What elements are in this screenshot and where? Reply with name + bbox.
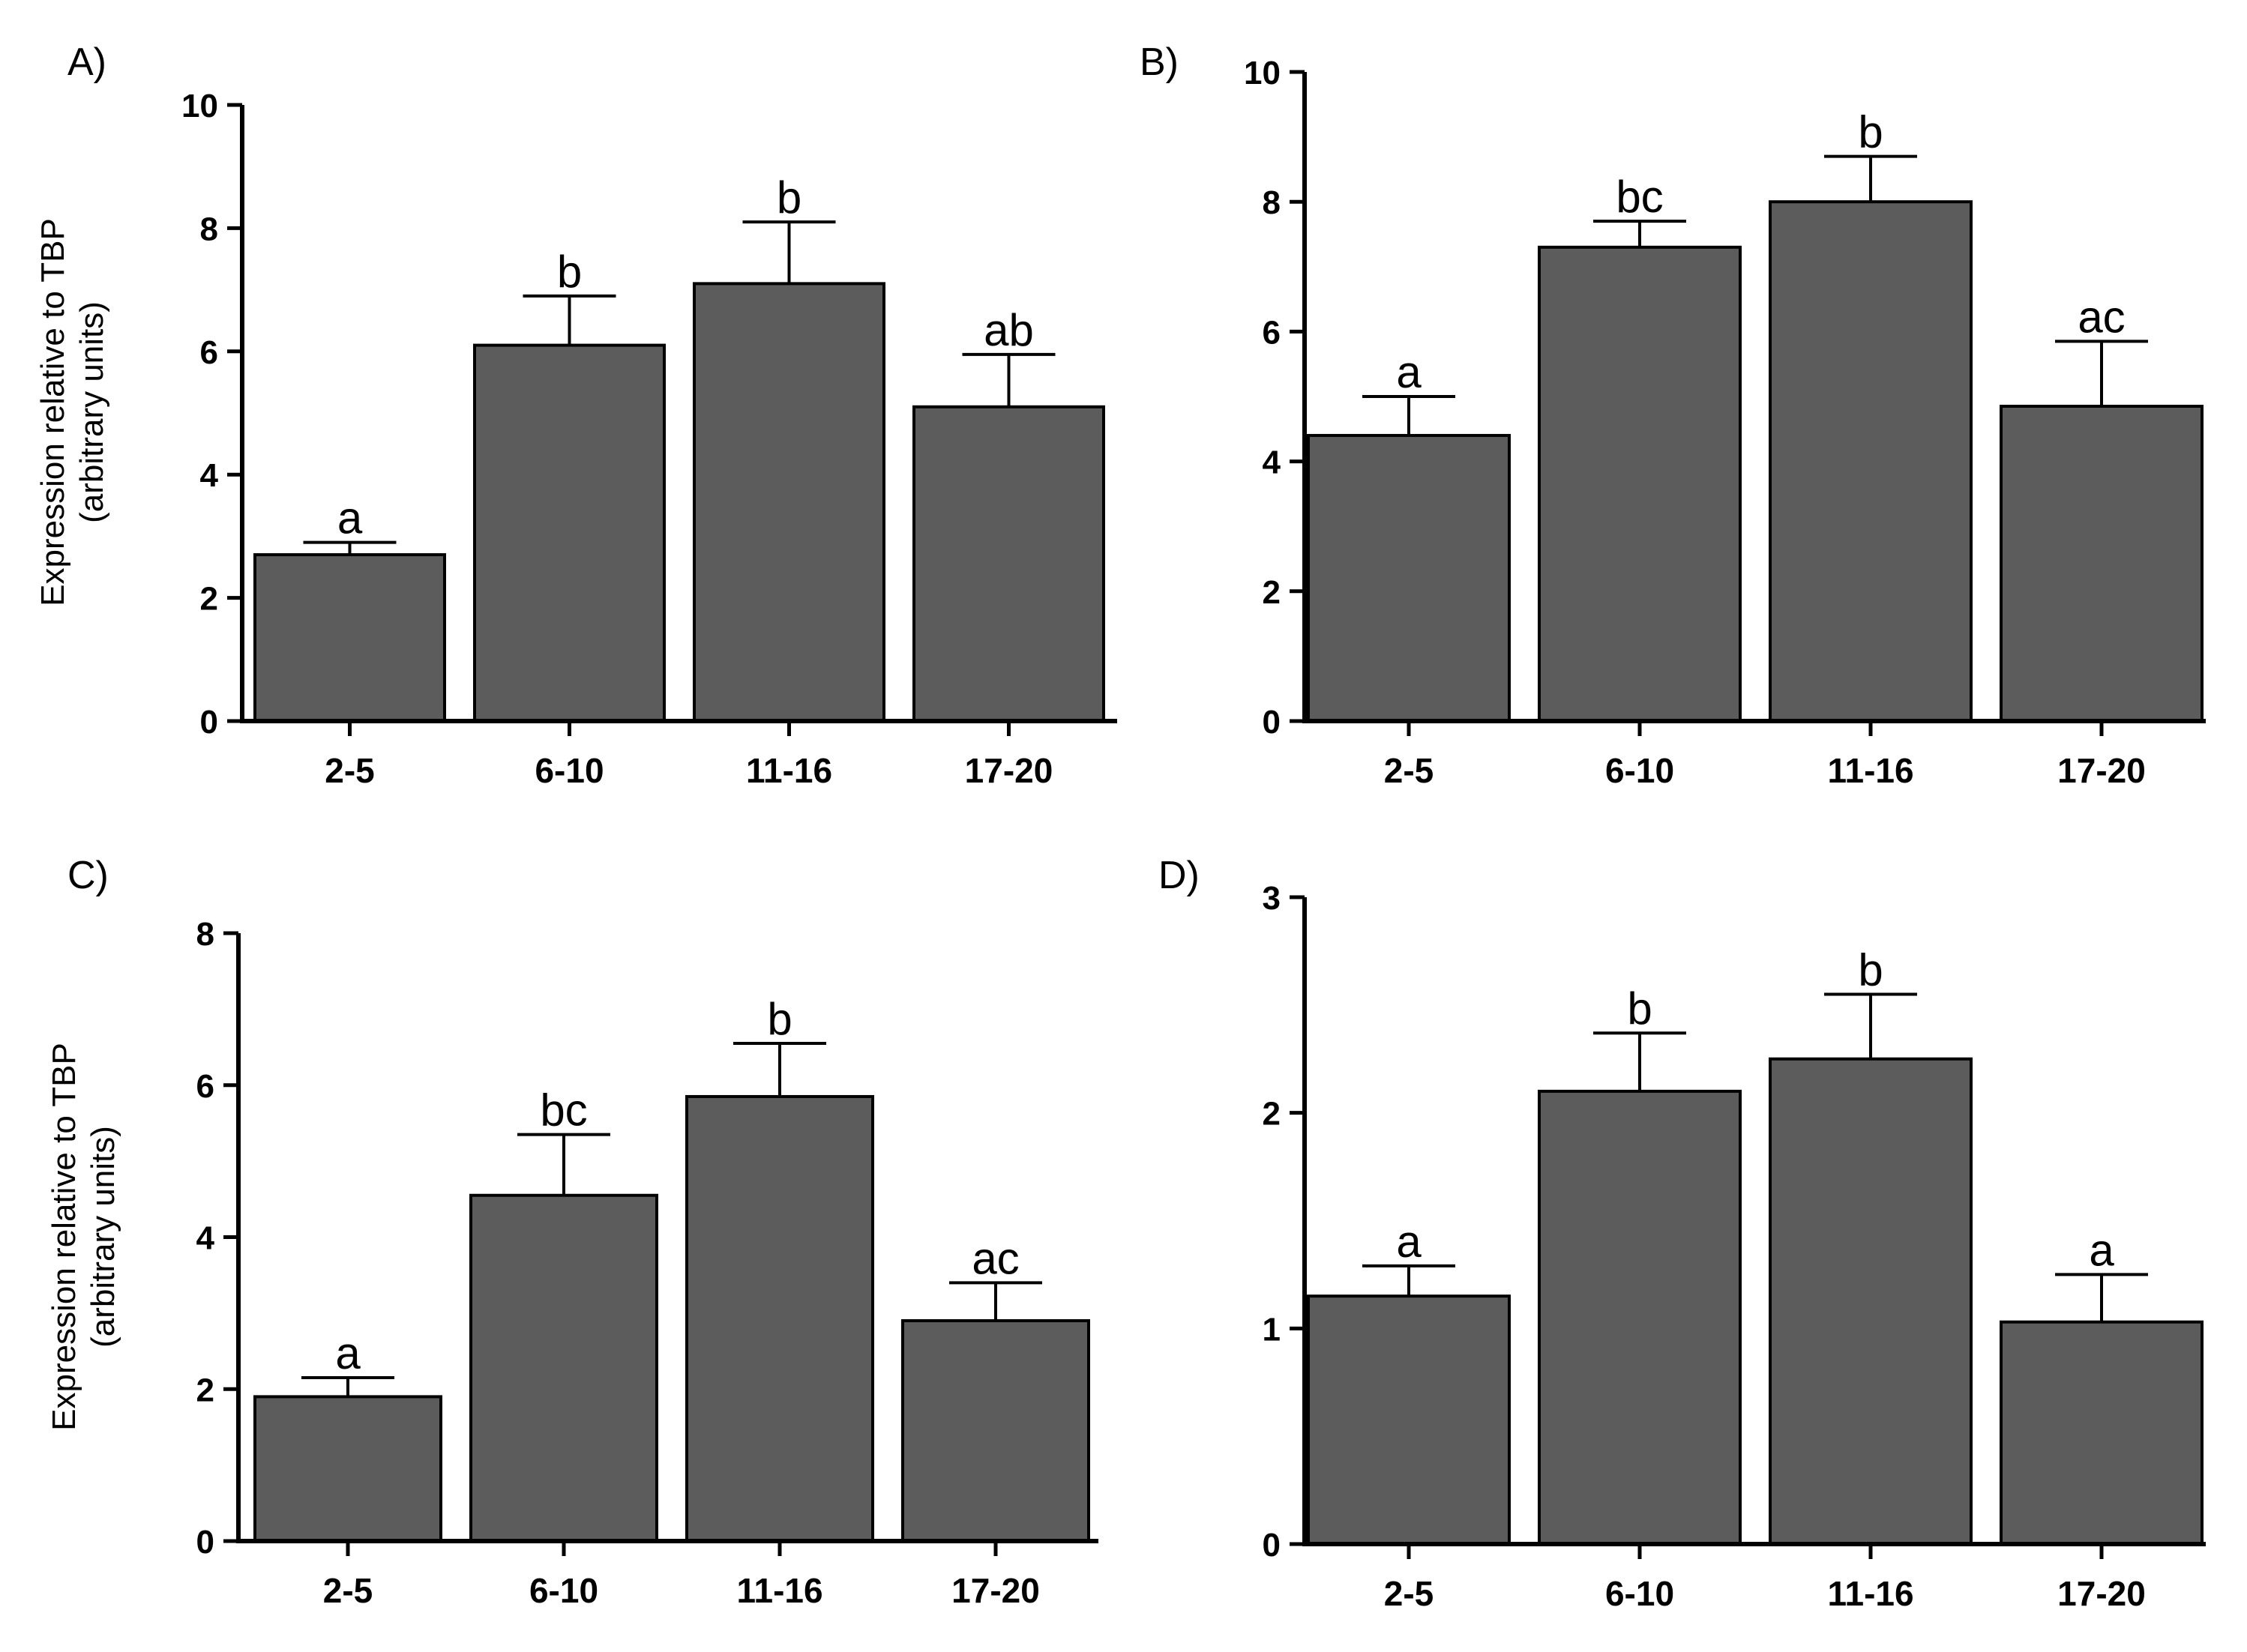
significance-label: a [1396, 347, 1422, 397]
chart-panel-3: C) Expression relative to TBP (arbitrary u… [46, 854, 1098, 1610]
bar-17-20 [912, 405, 1105, 723]
significance-label: ab [984, 305, 1034, 355]
significance-label: a [337, 493, 363, 543]
x-tick-label: 11-16 [746, 751, 832, 790]
panel-label: C) [67, 854, 109, 897]
x-tick-label: 17-20 [951, 1571, 1040, 1610]
bar-2-5 [253, 553, 446, 723]
bar-2-5 [1307, 433, 1511, 723]
significance-label: b [1858, 107, 1883, 157]
y-tick-label: 4 [200, 457, 219, 494]
y-tick-label: 2 [196, 1372, 214, 1408]
y-tick-label: 1 [1263, 1311, 1281, 1348]
significance-label: bc [540, 1085, 587, 1136]
y-tick-label: 0 [1263, 704, 1281, 741]
y-tick-label: 2 [200, 581, 218, 618]
y-axis-label: Expression relative to TBP [46, 1043, 82, 1431]
y-tick-label: 8 [196, 916, 214, 953]
y-tick-label: 6 [196, 1068, 214, 1105]
y-tick-label: 2 [1263, 1096, 1281, 1133]
significance-label: ac [972, 1233, 1019, 1283]
x-tick-label: 17-20 [2057, 1574, 2146, 1613]
x-tick-label: 6-10 [529, 1571, 598, 1610]
bar-6-10 [469, 1193, 658, 1543]
x-tick-label: 2-5 [325, 751, 374, 790]
bar-11-16 [1769, 1057, 1973, 1546]
y-axis-label: Expression relative to TBP [34, 218, 71, 606]
y-tick-label: 10 [181, 88, 218, 124]
x-tick-label: 11-16 [1827, 751, 1913, 790]
y-tick-label: 4 [1263, 444, 1281, 481]
significance-label: b [777, 172, 801, 223]
x-tick-label: 2-5 [323, 1571, 373, 1610]
panel-label: A) [67, 40, 106, 84]
x-tick-label: 2-5 [1384, 751, 1434, 790]
significance-label: ac [2078, 292, 2125, 342]
y-tick-label: 8 [1263, 184, 1281, 221]
significance-label: a [2089, 1225, 2114, 1275]
significance-label: bc [1616, 172, 1663, 222]
x-tick-label: 6-10 [1605, 1574, 1674, 1613]
y-tick-label: 0 [200, 704, 218, 741]
significance-label: b [557, 247, 582, 297]
y-tick-label: 3 [1263, 880, 1281, 917]
y-tick-label: 4 [196, 1220, 215, 1257]
x-tick-label: 6-10 [535, 751, 604, 790]
y-axis-label-units: (arbitrary units) [85, 1126, 121, 1348]
panel-label: D) [1158, 854, 1200, 897]
y-tick-label: 6 [1263, 314, 1281, 351]
bar-11-16 [685, 1094, 874, 1543]
significance-label: b [767, 994, 792, 1044]
chart-panel-4: D) a 2-5 b 6-10 b 11-16 a 17-20 0 1 2 3 [1158, 854, 2206, 1613]
chart-panel-2: B) a 2-5 bc 6-10 b 11-16 ac 17-20 0 2 4 6 8 10 [1140, 40, 2206, 790]
bar-17-20 [901, 1319, 1090, 1543]
bar-6-10 [473, 343, 666, 723]
significance-label: a [1396, 1217, 1422, 1267]
y-tick-label: 0 [1263, 1527, 1281, 1564]
bar-6-10 [1538, 245, 1742, 723]
x-tick-label: 11-16 [736, 1571, 822, 1610]
y-tick-label: 2 [1263, 574, 1281, 611]
significance-label: b [1858, 944, 1883, 995]
x-tick-label: 11-16 [1827, 1574, 1913, 1613]
x-tick-label: 17-20 [2057, 751, 2146, 790]
bar-2-5 [1307, 1294, 1511, 1546]
panel-label: B) [1140, 40, 1179, 84]
significance-label: a [335, 1328, 361, 1378]
bar-11-16 [1769, 200, 1973, 723]
y-tick-label: 8 [200, 211, 218, 247]
y-tick-label: 6 [200, 334, 218, 371]
significance-label: b [1627, 983, 1652, 1034]
bar-2-5 [253, 1395, 442, 1543]
x-tick-label: 6-10 [1605, 751, 1674, 790]
x-tick-label: 17-20 [965, 751, 1053, 790]
x-tick-label: 2-5 [1384, 1574, 1434, 1613]
y-tick-label: 10 [1244, 55, 1281, 91]
y-tick-label: 0 [196, 1524, 214, 1561]
bar-6-10 [1538, 1089, 1742, 1546]
bar-11-16 [693, 282, 885, 723]
bar-17-20 [2000, 404, 2204, 723]
chart-panel-1: A) Expression relative to TBP (arbitrary u… [34, 40, 1117, 790]
y-axis-label-units: (arbitrary units) [73, 301, 110, 523]
bar-17-20 [2000, 1320, 2204, 1546]
